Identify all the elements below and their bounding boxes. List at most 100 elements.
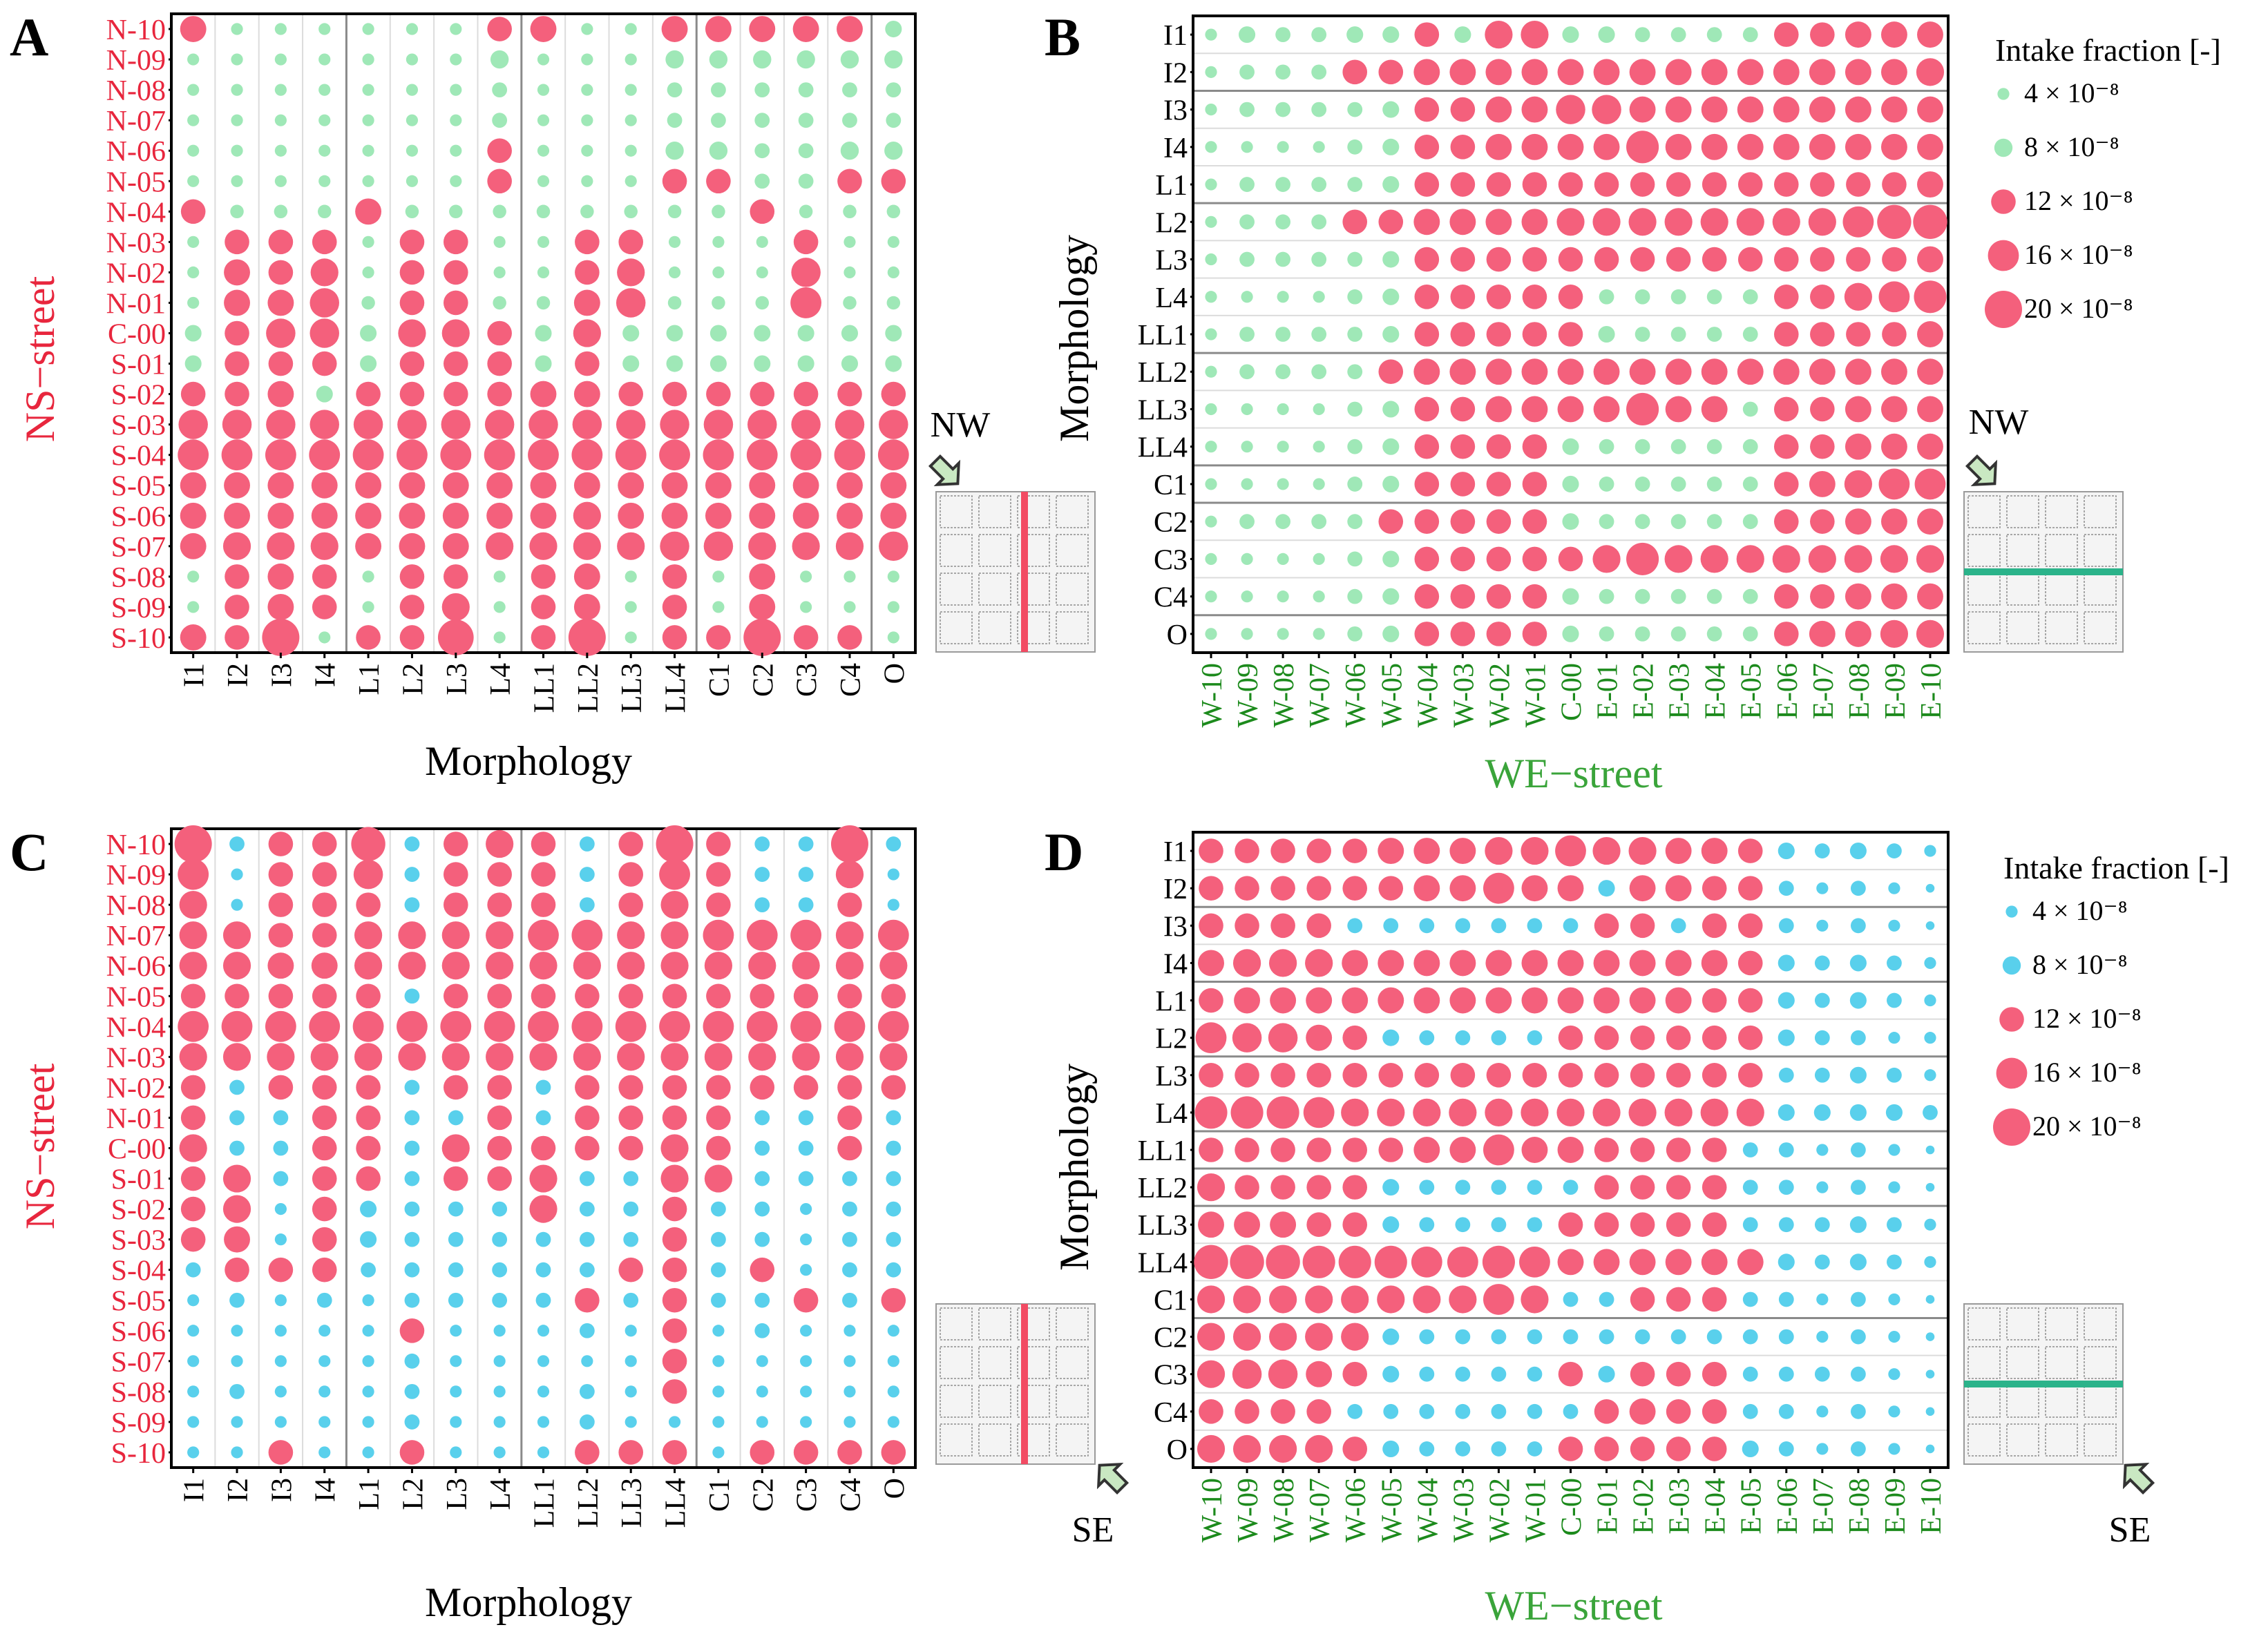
panel-a-bubble-N-10-LL2 <box>581 23 593 35</box>
panel-c-bubble-N-02-L4 <box>487 1075 512 1100</box>
panel-a-bubble-S-10-C2 <box>743 618 781 656</box>
panel-d-bubble-L3-E-08 <box>1849 1066 1867 1084</box>
panel-b-bubble-L3-E-10 <box>1917 246 1943 273</box>
panel-d-inset-block <box>1967 1346 2001 1379</box>
panel-b-xtick-label: E-06 <box>1772 663 1804 720</box>
panel-d-bubble-C4-E-03 <box>1666 1399 1691 1424</box>
panel-c-bubble-N-10-C1 <box>706 832 731 856</box>
panel-a-bubble-N-09-I1 <box>187 53 200 66</box>
panel-b-bubble-L4-W-07 <box>1313 291 1325 303</box>
panel-a-inset-block <box>1056 611 1089 644</box>
panel-a-bubble-S-07-LL1 <box>529 532 558 560</box>
panel-c-bubble-S-03-L4 <box>492 1231 508 1247</box>
panel-c-bubble-S-04-I3 <box>268 1257 294 1282</box>
panel-b-bubble-L3-E-08 <box>1846 247 1871 272</box>
panel-c-bubble-N-03-L4 <box>486 1043 514 1071</box>
panel-c-bubble-N-07-L1 <box>354 921 383 950</box>
panel-d-bubble-C4-E-01 <box>1594 1399 1619 1424</box>
panel-b-bubble-L2-W-08 <box>1275 214 1291 230</box>
panel-b-bubble-I4-E-07 <box>1809 133 1836 160</box>
panel-d-bubble-C1-E-02 <box>1630 1287 1655 1312</box>
panel-c-bubble-N-09-L1 <box>353 859 383 890</box>
panel-d-xtick-label: E-06 <box>1772 1478 1804 1535</box>
panel-a-bubble-N-08-L1 <box>362 84 374 96</box>
panel-b-bubble-LL3-E-01 <box>1593 396 1620 423</box>
panel-c-bubble-N-07-I3 <box>268 923 294 948</box>
panel-c-bubble-S-01-C1 <box>704 1164 733 1193</box>
panel-a-bubble-N-04-C4 <box>843 204 857 219</box>
panel-a-bubble-N-07-LL3 <box>625 114 637 126</box>
panel-b-bubble-C1-E-10 <box>1914 468 1946 500</box>
panel-b-bubble-I2-W-02 <box>1485 59 1512 86</box>
panel-c-bubble-C-00-C1 <box>706 1135 731 1161</box>
panel-d-bubble-L2-E-08 <box>1850 1030 1866 1046</box>
panel-d-bubble-O-W-09 <box>1232 1434 1261 1463</box>
panel-c-bubble-S-04-I4 <box>312 1257 337 1282</box>
panel-d-bubble-C3-E-06 <box>1778 1366 1794 1382</box>
panel-c-bubble-N-03-L1 <box>354 1043 383 1071</box>
panel-d-bubble-I3-E-05 <box>1737 913 1763 939</box>
panel-b-bubble-LL2-W-06 <box>1347 364 1363 380</box>
panel-a-inset-block <box>1017 534 1050 567</box>
panel-c-bubble-S-06-LL4 <box>662 1318 687 1343</box>
panel-c-bubble-S-04-C4 <box>842 1262 857 1278</box>
panel-d-bubble-LL2-C-00 <box>1563 1180 1579 1195</box>
panel-a-bubble-S-08-C3 <box>800 570 812 583</box>
panel-a-bubble-N-03-I2 <box>225 229 249 255</box>
panel-b-bubble-I4-W-01 <box>1521 133 1548 160</box>
panel-b-bubble-I3-E-09 <box>1880 96 1907 123</box>
panel-c-bubble-N-07-I4 <box>312 923 337 948</box>
panel-a-bubble-N-08-I1 <box>187 84 200 96</box>
panel-c-xtick-label: LL4 <box>660 1478 692 1528</box>
panel-a-inset-block <box>978 573 1011 606</box>
panel-d-bubble-I4-E-08 <box>1849 954 1867 972</box>
panel-b-bubble-L4-W-10 <box>1205 291 1217 303</box>
panel-b-bubble-LL4-W-10 <box>1205 441 1217 453</box>
panel-d-inset-street <box>1964 1381 2123 1387</box>
panel-d-bubble-C2-W-08 <box>1269 1323 1297 1351</box>
panel-c-bubble-N-02-I4 <box>312 1075 337 1100</box>
panel-b-ytick-label: I2 <box>1163 57 1188 89</box>
panel-d-bubble-L1-E-10 <box>1924 994 1936 1007</box>
panel-c-bubble-N-07-C4 <box>835 921 864 950</box>
panel-a-bubble-S-03-I3 <box>266 410 296 439</box>
panel-c-xtick-label: L3 <box>441 1478 473 1510</box>
panel-d-bubble-I1-W-01 <box>1521 836 1549 865</box>
panel-b-xtick-label: E-01 <box>1592 663 1624 720</box>
panel-c-bubble-N-10-L4 <box>486 829 514 858</box>
panel-b-bubble-LL2-W-05 <box>1378 359 1404 385</box>
panel-d-bubble-LL2-E-08 <box>1850 1180 1866 1195</box>
panel-d-bubble-C4-W-07 <box>1306 1399 1331 1424</box>
panel-c-bubble-N-03-LL2 <box>573 1043 601 1071</box>
panel-d-bubble-O-E-06 <box>1778 1441 1794 1457</box>
panel-a-bubble-N-08-C2 <box>754 82 770 98</box>
panel-a-bubble-N-06-O <box>884 142 903 160</box>
panel-b-bubble-I3-E-02 <box>1629 96 1656 123</box>
panel-a-bubble-N-05-LL3 <box>625 175 637 187</box>
panel-a-bubble-N-09-L3 <box>450 53 462 66</box>
panel-a-bubble-N-03-LL4 <box>668 236 681 248</box>
panel-b-bubble-C2-C-00 <box>1562 513 1579 530</box>
panel-a-bubble-N-06-I1 <box>187 144 200 157</box>
panel-b-xtick-label: E-02 <box>1628 663 1660 720</box>
panel-d-bubble-C3-W-03 <box>1455 1366 1471 1382</box>
panel-b-bubble-LL2-E-10 <box>1917 358 1943 385</box>
panel-d-bubble-LL4-E-07 <box>1814 1254 1830 1270</box>
panel-d-bubble-C4-W-09 <box>1235 1399 1259 1424</box>
panel-a-bubble-N-08-I2 <box>231 84 243 96</box>
panel-c-bubble-S-10-LL2 <box>575 1440 600 1465</box>
panel-b-bubble-LL1-W-01 <box>1522 322 1547 347</box>
panel-c-bubble-S-09-L3 <box>450 1416 462 1428</box>
panel-d-legend-label: 12 × 10⁻⁸ <box>2032 1003 2142 1034</box>
panel-a-bubble-S-08-LL1 <box>531 564 556 589</box>
panel-c-bubble-N-10-I2 <box>229 836 245 852</box>
panel-a-bubble-N-05-C1 <box>706 169 731 194</box>
panel-d-bubble-C3-E-07 <box>1814 1366 1830 1382</box>
panel-c-xtick-label: O <box>879 1478 911 1499</box>
panel-d-bubble-C3-W-01 <box>1527 1366 1543 1382</box>
panel-a-bubble-N-10-L1 <box>362 23 374 35</box>
panel-c-bubble-N-09-I3 <box>268 862 294 887</box>
panel-d-xtick-label: W-07 <box>1304 1478 1336 1542</box>
panel-a-bubble-S-03-I1 <box>178 410 208 439</box>
panel-c-bubble-S-07-L4 <box>493 1355 506 1367</box>
